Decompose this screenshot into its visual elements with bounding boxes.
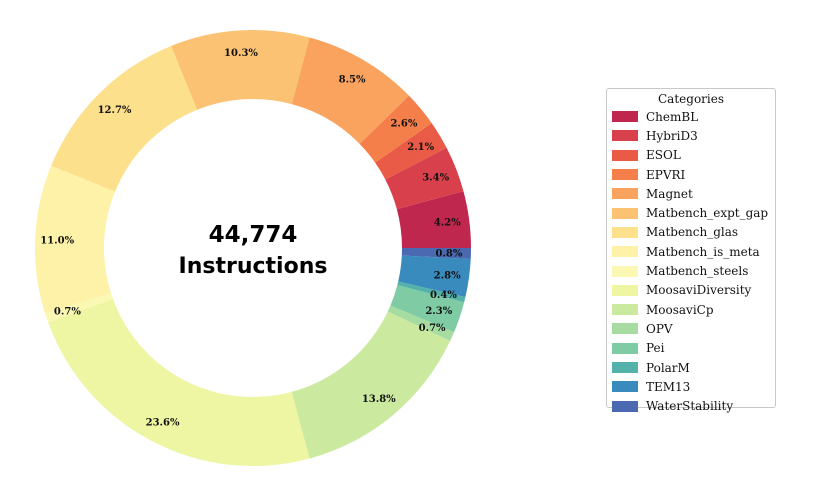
slice-waterstability — [401, 248, 471, 259]
slice-percent-labels: 4.2% 3.4% 2.1% 2.6% 8.5% 10.3% 12.7% 11.0% 0.7% 2… — [40, 48, 463, 429]
slice-label: 12.7% — [98, 105, 132, 116]
slice-matbench-is-meta — [34, 165, 116, 314]
legend-item: Matbench_glas — [607, 223, 775, 242]
legend-item: MoosaviDiversity — [607, 281, 775, 300]
slice-label: 3.4% — [422, 172, 449, 183]
legend-swatch — [612, 362, 638, 373]
legend-swatch — [612, 111, 638, 123]
legend-swatch — [612, 169, 638, 181]
legend-item: EPVRI — [607, 165, 775, 184]
slice-label: 11.0% — [40, 235, 74, 246]
legend-label: MoosaviCp — [646, 302, 714, 317]
legend-label: Matbench_expt_gap — [646, 206, 769, 221]
legend-label: WaterStability — [646, 399, 734, 414]
slice-moosavidiversity — [48, 298, 310, 466]
slice-label: 23.6% — [146, 417, 180, 428]
slice-label: 2.8% — [434, 271, 461, 282]
legend-label: HybriD3 — [646, 128, 698, 143]
slice-epvri — [359, 95, 432, 163]
slice-magnet — [291, 37, 409, 144]
legend-label: Matbench_is_meta — [646, 244, 760, 259]
legend-item: Matbench_expt_gap — [607, 203, 775, 222]
legend-swatch — [612, 381, 638, 393]
legend-label: ChemBL — [646, 109, 699, 124]
center-total-caption: Instructions — [179, 254, 328, 279]
slice-esol — [375, 123, 447, 180]
legend: Categories ChemBL HybriD3 ESOL EPVRI Magnet M… — [606, 88, 776, 413]
legend-swatch — [612, 226, 638, 238]
slice-label: 0.4% — [430, 290, 457, 301]
legend-item: PolarM — [607, 358, 775, 377]
legend-swatch — [612, 246, 638, 258]
legend-swatch — [612, 188, 638, 200]
slice-label: 0.8% — [435, 248, 462, 259]
slice-pei — [390, 285, 465, 333]
legend-label: TEM13 — [646, 379, 691, 394]
slice-label: 8.5% — [339, 74, 366, 85]
legend-label: PolarM — [646, 360, 690, 375]
legend-swatch — [612, 400, 638, 412]
legend-item: MoosaviCp — [607, 300, 775, 319]
legend-entries: ChemBL HybriD3 ESOL EPVRI Magnet Matbench_exp… — [607, 107, 775, 416]
legend-swatch — [612, 304, 638, 316]
legend-item: Matbench_is_meta — [607, 242, 775, 261]
slice-label: 4.2% — [434, 218, 461, 229]
legend-label: Magnet — [646, 186, 693, 201]
legend-swatch — [612, 284, 638, 296]
legend-item: WaterStability — [607, 396, 775, 415]
legend-label: Matbench_glas — [646, 225, 739, 240]
legend-label: MoosaviDiversity — [646, 283, 752, 298]
slice-label: 2.1% — [407, 142, 434, 153]
legend-swatch — [612, 207, 638, 219]
slice-label: 0.7% — [54, 306, 81, 317]
legend-swatch — [612, 342, 638, 354]
slice-matbench-glas — [51, 45, 198, 192]
donut-slices — [34, 29, 471, 466]
slice-polarm — [397, 281, 466, 303]
slice-label: 2.3% — [425, 306, 452, 317]
legend-item: OPV — [607, 319, 775, 338]
slice-label: 2.6% — [390, 118, 417, 129]
slice-matbench-expt-gap — [171, 29, 310, 110]
legend-label: ESOL — [646, 148, 681, 163]
slice-label: 13.8% — [362, 394, 396, 405]
legend-item: Pei — [607, 339, 775, 358]
slice-label: 10.3% — [224, 48, 258, 59]
slice-hybrid3 — [385, 147, 464, 210]
slice-tem13 — [398, 255, 471, 297]
legend-item: ChemBL — [607, 107, 775, 126]
legend-swatch — [612, 130, 638, 142]
legend-label: Pei — [646, 341, 665, 356]
legend-item: ESOL — [607, 146, 775, 165]
center-total-value: 44,774 — [209, 222, 298, 248]
legend-title: Categories — [658, 92, 724, 106]
legend-label: OPV — [646, 321, 673, 336]
legend-label: Matbench_steels — [646, 264, 749, 279]
legend-swatch — [612, 265, 638, 277]
legend-item: Magnet — [607, 184, 775, 203]
slice-opv — [387, 305, 455, 341]
legend-item: Matbench_steels — [607, 261, 775, 280]
legend-item: TEM13 — [607, 377, 775, 396]
legend-item: HybriD3 — [607, 126, 775, 145]
legend-swatch — [612, 323, 638, 335]
legend-swatch — [612, 149, 638, 161]
slice-matbench-steels — [45, 292, 113, 323]
slice-chembl — [396, 191, 471, 248]
slice-moosavicp — [291, 311, 451, 459]
slice-label: 0.7% — [419, 323, 446, 334]
legend-label: EPVRI — [646, 167, 686, 182]
